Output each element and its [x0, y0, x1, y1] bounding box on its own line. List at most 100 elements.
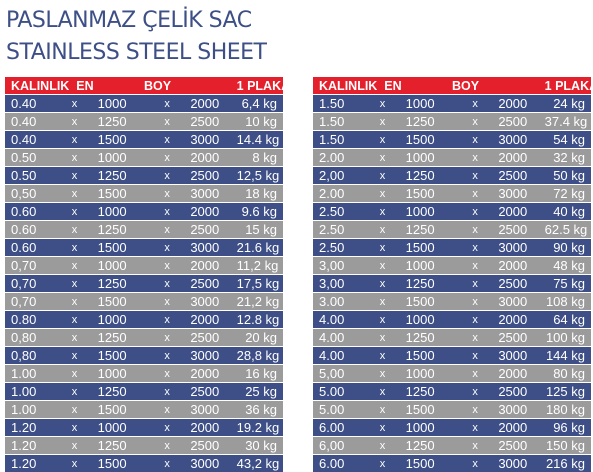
separator-x: x [144, 437, 190, 455]
separator-x: x [144, 365, 190, 383]
separator-x: x [144, 293, 190, 311]
separator-x: x [359, 383, 405, 401]
thickness-cell: 2.50 [313, 239, 359, 257]
weight-cell: 16 kg [237, 365, 283, 383]
header-thickness: KALINLIK EN [5, 77, 98, 95]
separator-x: x [51, 437, 97, 455]
thickness-cell: 2.50 [313, 203, 359, 221]
weight-cell: 96 kg [545, 419, 591, 437]
separator-x: x [144, 455, 190, 472]
thickness-cell: 2.50 [313, 221, 359, 239]
width-cell: 1250 [98, 221, 144, 239]
width-cell: 1250 [406, 383, 452, 401]
weight-cell: 48 kg [545, 257, 591, 275]
separator-x: x [452, 149, 498, 167]
separator-x: x [452, 401, 498, 419]
separator-x: x [452, 311, 498, 329]
thickness-cell: 5.00 [313, 401, 359, 419]
width-cell: 1500 [406, 185, 452, 203]
weight-cell: 21,2 kg [237, 293, 283, 311]
thickness-cell: 1.00 [5, 401, 51, 419]
width-cell: 1250 [98, 113, 144, 131]
weight-cell: 100 kg [545, 329, 591, 347]
length-cell: 2000 [498, 203, 544, 221]
length-cell: 2000 [190, 365, 236, 383]
weight-cell: 11,2 kg [237, 257, 283, 275]
length-cell: 3000 [498, 347, 544, 365]
width-cell: 1250 [98, 437, 144, 455]
separator-x: x [452, 329, 498, 347]
separator-x: x [51, 365, 97, 383]
thickness-cell: 4.00 [313, 329, 359, 347]
thickness-cell: 3,00 [313, 257, 359, 275]
weight-cell: 25 kg [237, 383, 283, 401]
weight-cell: 20 kg [237, 329, 283, 347]
weight-cell: 30 kg [237, 437, 283, 455]
length-cell: 2000 [190, 257, 236, 275]
thickness-cell: 1.00 [5, 383, 51, 401]
separator-x: x [51, 293, 97, 311]
width-cell: 1000 [406, 365, 452, 383]
length-cell: 3000 [498, 401, 544, 419]
separator-x: x [51, 401, 97, 419]
width-cell: 1250 [406, 329, 452, 347]
separator-x: x [359, 167, 405, 185]
separator-x: x [144, 347, 190, 365]
length-cell: 2500 [498, 113, 544, 131]
width-cell: 1500 [406, 239, 452, 257]
separator-x: x [359, 221, 405, 239]
width-cell: 1500 [406, 455, 452, 472]
length-cell: 3000 [190, 347, 236, 365]
thickness-cell: 6.00 [313, 419, 359, 437]
header-weight: 1 PLAKA KG [545, 77, 591, 95]
width-cell: 1000 [406, 311, 452, 329]
separator-x: x [51, 329, 97, 347]
weight-cell: 21.6 kg [237, 239, 283, 257]
weight-cell: 216 kg [545, 455, 591, 472]
length-cell: 2000 [498, 419, 544, 437]
thickness-cell: 0.60 [5, 221, 51, 239]
width-cell: 1000 [98, 149, 144, 167]
length-cell: 2000 [498, 95, 544, 113]
length-cell: 2500 [190, 437, 236, 455]
header-length: BOY [144, 77, 237, 95]
separator-x: x [359, 401, 405, 419]
length-cell: 2500 [190, 383, 236, 401]
page-title-english: STAINLESS STEEL SHEET [6, 40, 266, 65]
weight-cell: 15 kg [237, 221, 283, 239]
separator-x: x [359, 185, 405, 203]
width-cell: 1250 [98, 329, 144, 347]
width-cell: 1000 [406, 419, 452, 437]
separator-x: x [51, 95, 97, 113]
separator-x: x [144, 329, 190, 347]
length-cell: 3000 [190, 455, 236, 472]
separator-x: x [51, 239, 97, 257]
length-cell: 2500 [498, 167, 544, 185]
separator-x: x [144, 167, 190, 185]
separator-x: x [359, 113, 405, 131]
length-cell: 2500 [498, 275, 544, 293]
weight-cell: 28,8 kg [237, 347, 283, 365]
length-cell: 2000 [498, 365, 544, 383]
separator-x: x [51, 347, 97, 365]
thickness-cell: 2.00 [313, 149, 359, 167]
width-cell: 1500 [406, 293, 452, 311]
table-header-row: KALINLIK EN BOY 1 PLAKA KG [313, 77, 591, 95]
weight-cell: 72 kg [545, 185, 591, 203]
width-cell: 1250 [406, 167, 452, 185]
length-cell: 2500 [498, 221, 544, 239]
length-cell: 3000 [498, 239, 544, 257]
weight-cell: 43,2 kg [237, 455, 283, 472]
